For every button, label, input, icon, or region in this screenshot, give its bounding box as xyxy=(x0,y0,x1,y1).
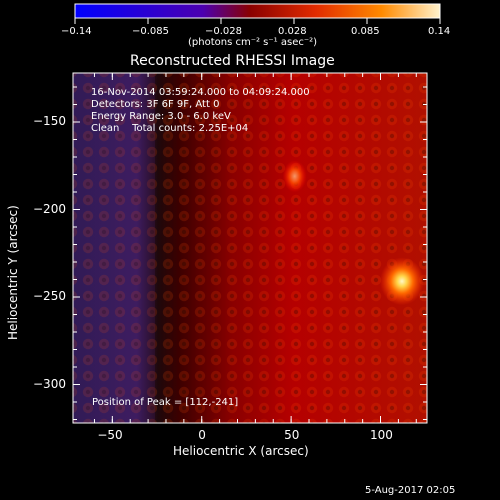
y-tick-label: −250 xyxy=(33,289,66,303)
y-axis-label: Heliocentric Y (arcsec) xyxy=(6,205,20,340)
y-tick-label: −300 xyxy=(33,376,66,391)
y-tick-label: −200 xyxy=(33,201,66,216)
y-tick-label: −150 xyxy=(33,114,66,128)
x-tick-label: 0 xyxy=(198,428,206,442)
chart-title: Reconstructed RHESSI Image xyxy=(130,53,335,69)
colorbar-tick-label: −0.085 xyxy=(132,26,170,37)
annotation-detectors: Detectors: 3F 6F 9F, Att 0 xyxy=(91,99,220,110)
x-axis-label: Heliocentric X (arcsec) xyxy=(173,444,309,458)
annotation-energy: Energy Range: 3.0 - 6.0 keV xyxy=(91,111,231,122)
heatmap-texture xyxy=(73,73,427,423)
annotation-clean: Clean Total counts: 2.25E+04 xyxy=(91,123,249,134)
peak-source xyxy=(379,257,424,306)
annotation-peak-position: Position of Peak = [112,-241] xyxy=(92,397,239,408)
colorbar-tick-label: 0.085 xyxy=(351,26,380,37)
plot-frame xyxy=(72,72,428,424)
colorbar-units: (photons cm⁻² s⁻¹ asec⁻²) xyxy=(188,37,318,48)
annotation-time-range: 16-Nov-2014 03:59:24.000 to 04:09:24.000 xyxy=(91,87,310,98)
colorbar-gradient xyxy=(74,3,441,19)
x-tick-label: −50 xyxy=(97,428,123,442)
purple-left-band xyxy=(73,73,155,423)
x-tick-label: 100 xyxy=(370,428,393,442)
colorbar-ticks xyxy=(74,18,441,24)
secondary-source xyxy=(282,160,307,193)
colorbar-tick-label: −0.14 xyxy=(61,26,92,37)
x-tick-label: 50 xyxy=(284,428,300,442)
footer-date: 5-Aug-2017 02:05 xyxy=(365,485,456,496)
colorbar xyxy=(74,3,441,24)
colorbar-tick-label: 0.14 xyxy=(428,26,451,37)
colorbar-tick-label: 0.028 xyxy=(278,26,307,37)
colorbar-tick-label: −0.028 xyxy=(205,26,243,37)
